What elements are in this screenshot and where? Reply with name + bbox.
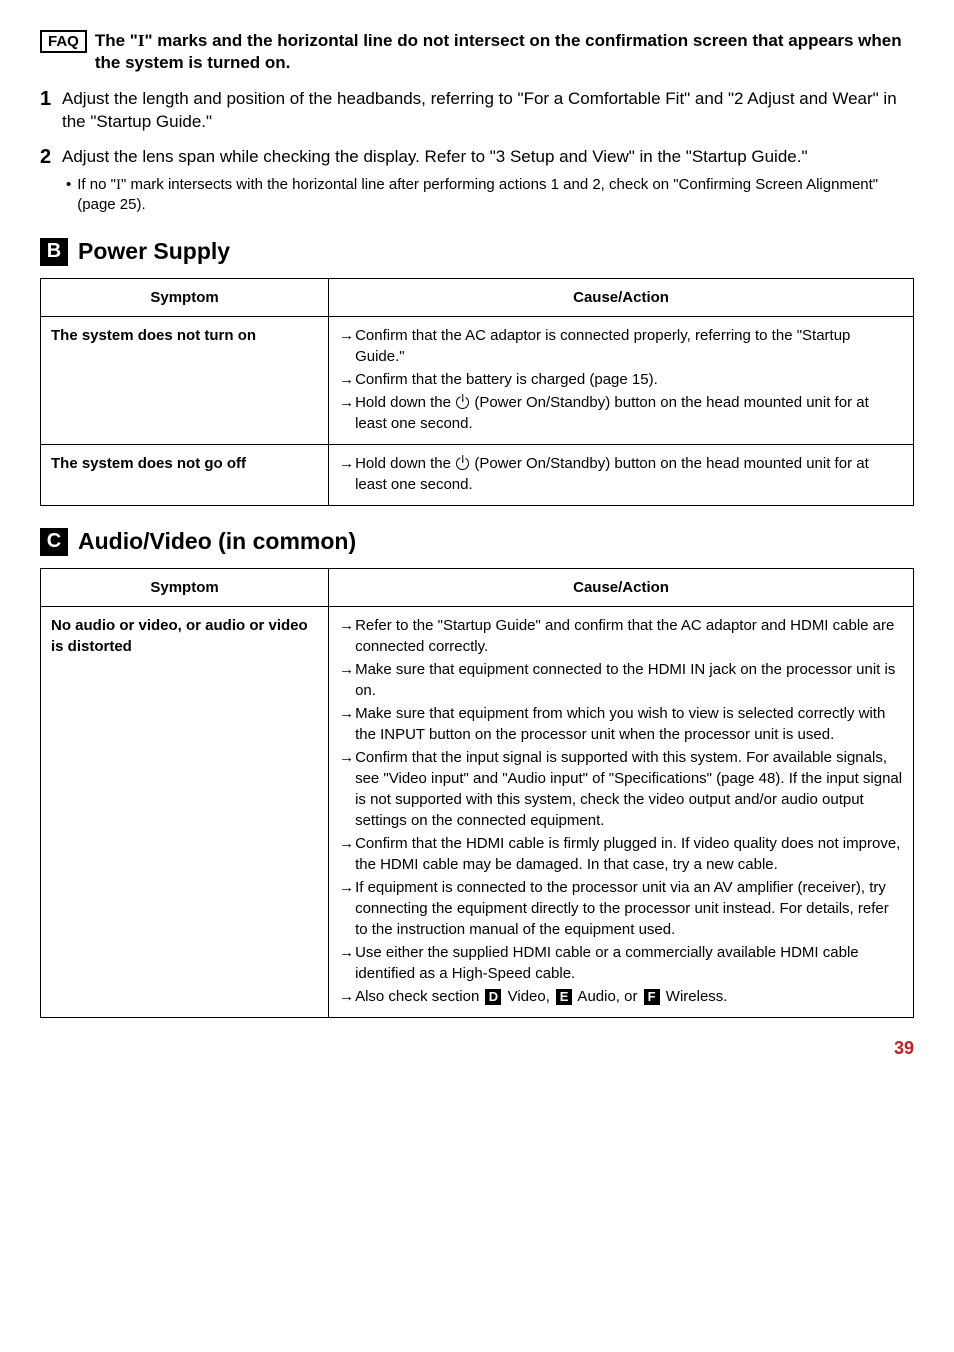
step-number: 1 (40, 88, 62, 111)
arrow-icon: → (339, 877, 355, 940)
arrow-icon: → (339, 615, 355, 657)
header-symptom: Symptom (41, 278, 329, 316)
cause-text: Also check section D Video, E Audio, or … (355, 986, 903, 1007)
arrow-icon: → (339, 833, 355, 875)
cause-item: →If equipment is connected to the proces… (339, 877, 903, 940)
step-2-sub: • If no "I" mark intersects with the hor… (66, 175, 914, 216)
cause-text: Make sure that equipment from which you … (355, 703, 903, 745)
faq-title: The "I" marks and the horizontal line do… (95, 30, 914, 74)
cause-text: Confirm that the AC adaptor is connected… (355, 325, 903, 367)
cause-cell: →Refer to the "Startup Guide" and confir… (329, 606, 914, 1017)
faq-header: FAQ The "I" marks and the horizontal lin… (40, 30, 914, 74)
power-icon (456, 396, 469, 409)
table-power-supply: Symptom Cause/Action The system does not… (40, 278, 914, 506)
table-audio-video: Symptom Cause/Action No audio or video, … (40, 568, 914, 1018)
cause-text: Refer to the "Startup Guide" and confirm… (355, 615, 903, 657)
arrow-icon: → (339, 986, 355, 1007)
arrow-icon: → (339, 325, 355, 367)
inline-letter-f: F (644, 989, 660, 1005)
cause-item: →Use either the supplied HDMI cable or a… (339, 942, 903, 984)
arrow-icon: → (339, 703, 355, 745)
cause-text: If equipment is connected to the process… (355, 877, 903, 940)
cause-cell: →Confirm that the AC adaptor is connecte… (329, 316, 914, 444)
cause-item: →Confirm that the input signal is suppor… (339, 747, 903, 831)
page-number: 39 (40, 1038, 914, 1059)
arrow-icon: → (339, 747, 355, 831)
arrow-icon: → (339, 659, 355, 701)
cause-item: →Refer to the "Startup Guide" and confir… (339, 615, 903, 657)
cause-text: Hold down the (Power On/Standby) button … (355, 453, 903, 495)
arrow-icon: → (339, 453, 355, 495)
section-c-title: Audio/Video (in common) (78, 528, 356, 555)
header-cause: Cause/Action (329, 278, 914, 316)
sub-text: If no "I" mark intersects with the horiz… (77, 175, 914, 216)
section-letter-c: C (40, 528, 68, 556)
cause-text: Confirm that the HDMI cable is firmly pl… (355, 833, 903, 875)
table-row: The system does not go off→Hold down the… (41, 444, 914, 505)
cause-text: Confirm that the battery is charged (pag… (355, 369, 903, 390)
cause-item: →Make sure that equipment connected to t… (339, 659, 903, 701)
step-2: 2 Adjust the lens span while checking th… (40, 146, 914, 169)
section-c-header: C Audio/Video (in common) (40, 528, 914, 556)
symptom-cell: The system does not go off (41, 444, 329, 505)
cause-item: →Confirm that the HDMI cable is firmly p… (339, 833, 903, 875)
table-row: No audio or video, or audio or video is … (41, 606, 914, 1017)
power-icon (456, 457, 469, 470)
symptom-cell: The system does not turn on (41, 316, 329, 444)
inline-letter-e: E (556, 989, 572, 1005)
step-1: 1 Adjust the length and position of the … (40, 88, 914, 134)
cause-text: Hold down the (Power On/Standby) button … (355, 392, 903, 434)
step-number: 2 (40, 146, 62, 169)
cause-item: →Make sure that equipment from which you… (339, 703, 903, 745)
header-symptom: Symptom (41, 568, 329, 606)
arrow-icon: → (339, 369, 355, 390)
cause-text: Confirm that the input signal is support… (355, 747, 903, 831)
symptom-cell: No audio or video, or audio or video is … (41, 606, 329, 1017)
faq-label: FAQ (40, 30, 87, 53)
cause-item: →Confirm that the battery is charged (pa… (339, 369, 903, 390)
inline-letter-d: D (485, 989, 501, 1005)
table-row: The system does not turn on→Confirm that… (41, 316, 914, 444)
arrow-icon: → (339, 392, 355, 434)
step-text: Adjust the lens span while checking the … (62, 146, 914, 169)
cause-item: →Hold down the (Power On/Standby) button… (339, 453, 903, 495)
cause-text: Use either the supplied HDMI cable or a … (355, 942, 903, 984)
section-b-title: Power Supply (78, 238, 230, 265)
cause-text: Make sure that equipment connected to th… (355, 659, 903, 701)
cause-item: →Also check section D Video, E Audio, or… (339, 986, 903, 1007)
step-text: Adjust the length and position of the he… (62, 88, 914, 134)
header-cause: Cause/Action (329, 568, 914, 606)
arrow-icon: → (339, 942, 355, 984)
cause-item: →Hold down the (Power On/Standby) button… (339, 392, 903, 434)
cause-item: →Confirm that the AC adaptor is connecte… (339, 325, 903, 367)
section-letter-b: B (40, 238, 68, 266)
cause-cell: →Hold down the (Power On/Standby) button… (329, 444, 914, 505)
bullet-dot: • (66, 175, 71, 216)
section-b-header: B Power Supply (40, 238, 914, 266)
